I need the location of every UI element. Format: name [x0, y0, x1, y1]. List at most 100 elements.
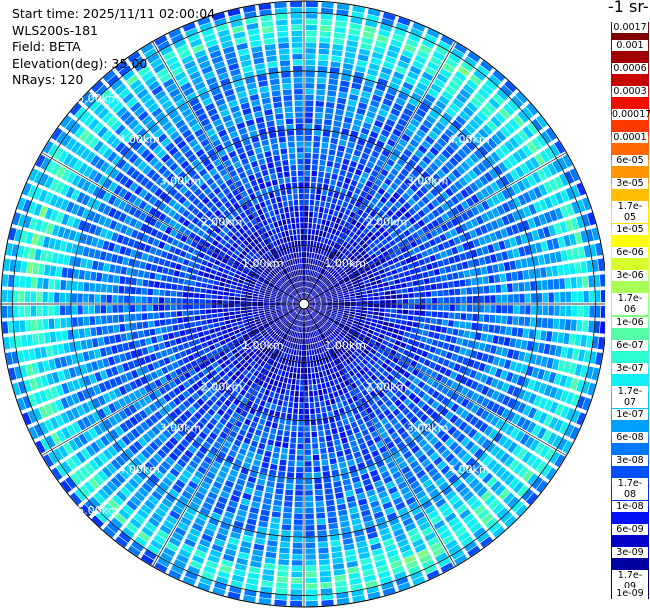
- beta-cell: [473, 341, 480, 350]
- beta-cell: [376, 242, 384, 249]
- beta-cell: [410, 255, 418, 262]
- beta-cell: [305, 89, 314, 95]
- beta-cell: [466, 313, 473, 321]
- beta-cell: [383, 317, 390, 322]
- beta-cell: [313, 460, 321, 467]
- beta-cell: [159, 289, 165, 296]
- beta-cell: [362, 220, 370, 227]
- beta-cell: [467, 259, 475, 268]
- beta-cell: [305, 287, 308, 293]
- beta-cell: [472, 286, 478, 295]
- beta-cell: [411, 169, 420, 178]
- beta-cell: [454, 312, 461, 320]
- beta-cell: [312, 159, 319, 165]
- beta-cell: [430, 229, 439, 238]
- beta-cell: [306, 293, 309, 299]
- beta-cell: [547, 163, 558, 176]
- beta-cell: [135, 304, 142, 312]
- beta-cell: [505, 226, 514, 237]
- beta-cell: [135, 296, 142, 304]
- beta-cell: [31, 277, 38, 289]
- beta-cell: [390, 252, 397, 259]
- beta-cell: [507, 199, 516, 211]
- beta-cell: [461, 127, 472, 139]
- beta-cell: [407, 123, 417, 133]
- beta-cell: [442, 112, 453, 122]
- beta-cell: [582, 197, 592, 211]
- beta-cell: [466, 296, 473, 304]
- beta-cell: [438, 180, 448, 190]
- beta-cell: [495, 315, 502, 324]
- beta-cell: [315, 279, 320, 285]
- beta-cell: [384, 92, 395, 102]
- beta-cell: [348, 231, 355, 238]
- beta-cell: [433, 268, 441, 276]
- beta-cell: [77, 316, 84, 327]
- beta-cell: [463, 173, 473, 184]
- beta-cell: [350, 17, 363, 25]
- beta-cell: [505, 326, 512, 336]
- beta-cell: [469, 153, 480, 164]
- beta-cell: [320, 237, 326, 243]
- beta-cell: [113, 324, 120, 333]
- beta-cell: [419, 76, 431, 87]
- beta-cell: [392, 102, 404, 112]
- beta-cell: [436, 318, 443, 325]
- beta-cell: [491, 194, 501, 205]
- beta-cell: [337, 175, 345, 182]
- beta-cell: [364, 246, 372, 253]
- beta-cell: [119, 323, 126, 332]
- beta-cell: [89, 282, 96, 292]
- beta-cell: [477, 314, 484, 322]
- beta-cell: [377, 320, 384, 325]
- beta-cell: [318, 553, 330, 560]
- beta-cell: [478, 128, 489, 140]
- beta-cell: [382, 321, 389, 326]
- beta-cell: [309, 304, 316, 306]
- beta-cell: [576, 182, 586, 196]
- beta-cell: [583, 305, 589, 318]
- beta-cell: [399, 206, 407, 214]
- beta-cell: [460, 212, 470, 222]
- beta-cell: [390, 39, 403, 48]
- beta-cell: [524, 316, 531, 327]
- beta-cell: [428, 238, 437, 247]
- beta-cell: [538, 199, 548, 211]
- beta-cell: [349, 198, 357, 206]
- beta-cell: [95, 283, 102, 293]
- beta-cell: [557, 264, 565, 276]
- beta-cell: [413, 261, 420, 268]
- beta-cell: [252, 304, 258, 307]
- beta-cell: [327, 214, 333, 221]
- beta-cell: [317, 288, 322, 293]
- beta-cell: [311, 176, 317, 183]
- beta-cell: [310, 240, 314, 247]
- beta-cell: [343, 276, 349, 281]
- beta-cell: [377, 283, 384, 288]
- beta-cell: [234, 300, 240, 304]
- beta-cell: [345, 229, 351, 236]
- beta-cell: [448, 320, 454, 327]
- beta-cell: [293, 531, 303, 537]
- beta-cell: [512, 350, 520, 360]
- beta-cell: [385, 118, 396, 127]
- beta-cell: [310, 290, 315, 295]
- beta-cell: [358, 216, 365, 224]
- beta-cell: [374, 222, 382, 230]
- beta-cell: [304, 135, 312, 142]
- beta-cell: [449, 140, 460, 151]
- beta-cell: [570, 277, 577, 289]
- beta-cell: [340, 271, 346, 277]
- beta-cell: [296, 466, 304, 473]
- beta-cell: [320, 249, 325, 255]
- beta-cell: [512, 282, 519, 292]
- beta-cell: [498, 336, 505, 346]
- beta-cell: [368, 300, 374, 304]
- beta-cell: [414, 149, 424, 159]
- beta-cell: [379, 72, 391, 81]
- beta-cell: [501, 283, 507, 293]
- beta-cell: [323, 125, 332, 132]
- beta-cell: [311, 264, 315, 271]
- beta-cell: [406, 321, 413, 327]
- beta-cell: [394, 279, 401, 285]
